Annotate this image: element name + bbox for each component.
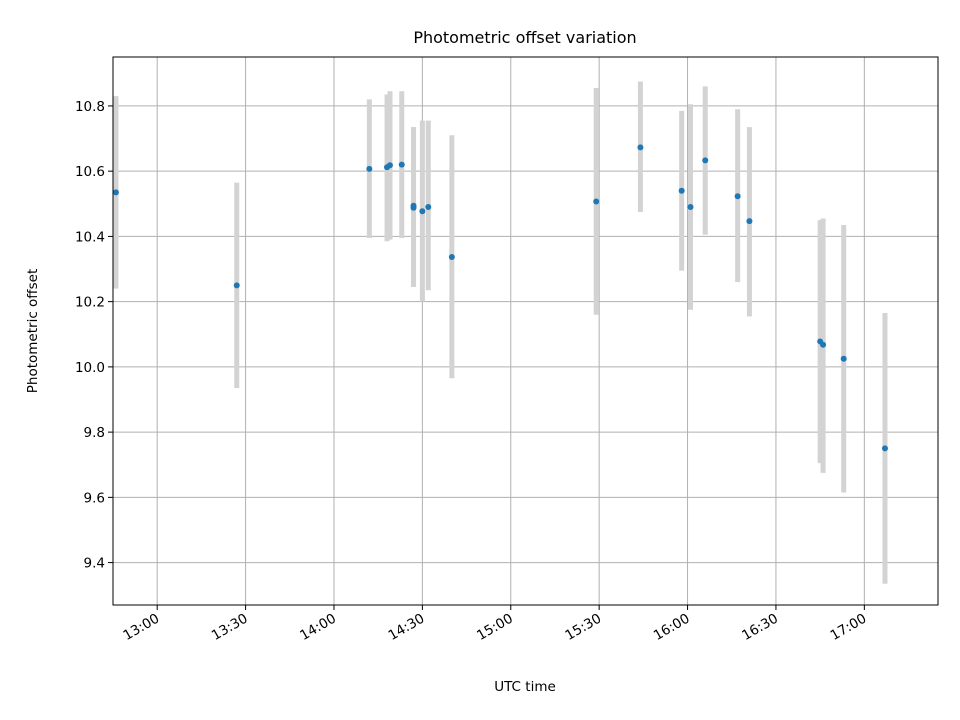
data-point [840, 355, 847, 362]
data-point [386, 162, 393, 169]
x-axis-label: UTC time [494, 679, 556, 695]
data-point [410, 204, 417, 211]
y-gridlines [113, 105, 938, 564]
data-point [678, 187, 685, 194]
y-tick-label: 9.8 [84, 425, 105, 441]
data-point [734, 193, 741, 200]
data-point [448, 253, 455, 260]
data-points [112, 144, 888, 452]
y-tick-label: 10.6 [75, 164, 105, 180]
data-point [233, 282, 240, 289]
data-point [687, 204, 694, 211]
y-tick-label: 10.8 [75, 99, 105, 115]
chart-title: Photometric offset variation [413, 28, 636, 47]
y-axis-ticks: 9.4 9.6 9.8 10.0 10.2 10.4 10.6 10.8 [75, 99, 113, 572]
y-tick-label: 9.6 [84, 490, 105, 506]
data-point [398, 161, 405, 168]
data-point [593, 198, 600, 205]
data-point [881, 445, 888, 452]
y-tick-label: 9.4 [84, 556, 105, 572]
data-point [746, 218, 753, 225]
data-point [366, 165, 373, 172]
data-point [419, 208, 426, 215]
y-axis-label: Photometric offset [25, 269, 41, 393]
y-tick-label: 10.4 [75, 229, 105, 245]
data-point [637, 144, 644, 151]
data-point [820, 341, 827, 348]
data-point [702, 157, 709, 164]
data-point [112, 189, 119, 196]
plot-frame [112, 56, 939, 606]
y-tick-label: 10.2 [75, 295, 105, 311]
data-point [425, 204, 432, 211]
y-tick-label: 10.0 [75, 360, 105, 376]
